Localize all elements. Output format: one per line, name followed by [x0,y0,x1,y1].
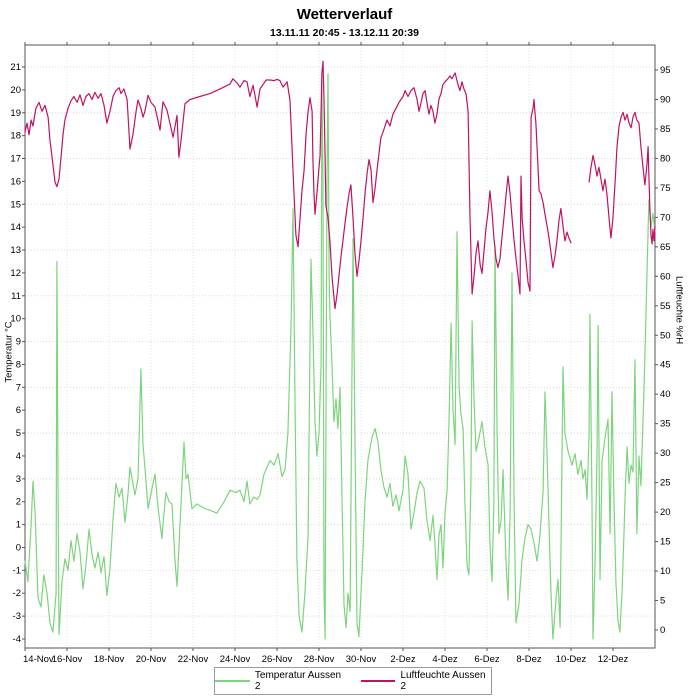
humidity-series-line [24,60,572,310]
x-axis-tick-label: 4-Dez [432,654,458,665]
x-axis-tick-label: 28-Nov [304,654,335,665]
humidity-series-line [588,111,656,245]
right-axis-tick-label: 40 [660,389,671,400]
legend: Temperatur Aussen 2 Luftfeuchte Aussen 2 [214,667,492,695]
left-axis-tick-label: -3 [13,611,21,622]
x-axis-tick-label: 26-Nov [262,654,293,665]
right-axis-tick-label: 15 [660,537,671,548]
left-axis-tick-label: -4 [13,634,21,645]
x-axis-tick-label: 6-Dez [474,654,500,665]
x-axis-tick-label: 12-Dez [598,654,629,665]
left-axis-tick-label: 11 [11,291,21,302]
right-axis-tick-label: 60 [660,271,671,282]
legend-label-humidity: Luftfeuchte Aussen 2 [400,670,486,692]
x-axis-tick-label: 22-Nov [178,654,209,665]
left-axis-tick-label: 2 [16,497,21,508]
left-axis-tick-label: 1 [16,520,21,531]
x-axis-tick-label: 8-Dez [516,654,542,665]
right-axis-tick-label: 90 [660,94,671,105]
left-axis-tick-label: 15 [10,199,21,210]
right-axis-tick-label: 95 [660,65,671,76]
left-axis-tick-label: 3 [16,474,21,485]
left-axis-tick-label: 21 [10,62,21,73]
left-axis-tick-label: -2 [13,588,21,599]
right-axis-tick-label: 30 [660,448,671,459]
left-axis-tick-label: 7 [16,382,21,393]
x-axis-tick-label: 14-Nov [23,654,54,665]
left-axis-tick-label: 12 [10,268,21,279]
right-axis-tick-label: 5 [660,596,665,607]
humidity-line-swatch [360,680,396,682]
left-axis-tick-label: 8 [16,359,21,370]
x-axis-tick-label: 30-Nov [346,654,377,665]
left-axis-tick-label: 19 [10,108,21,119]
x-axis-tick-label: 20-Nov [136,654,167,665]
legend-item-temperature: Temperatur Aussen 2 [215,670,347,692]
right-axis-tick-label: 0 [660,625,665,636]
right-axis-tick-label: 10 [660,566,671,577]
left-axis-tick-label: 10 [10,314,21,325]
temperature-line-swatch [215,680,250,682]
right-axis-tick-label: 35 [660,419,671,430]
right-axis-tick-label: 20 [660,507,671,518]
chart-subtitle: 13.11.11 20:45 - 13.12.11 20:39 [270,27,419,39]
left-axis-tick-label: 20 [10,85,21,96]
right-axis-tick-label: 70 [660,212,671,223]
left-axis-tick-label: 0 [16,542,21,553]
right-axis-tick-label: 85 [660,124,671,135]
plot-frame [24,44,656,649]
chart-title: Wetterverlauf [296,6,393,23]
left-axis-tick-label: 16 [10,176,21,187]
right-axis-tick-label: 55 [660,301,671,312]
right-axis-tick-label: 80 [660,153,671,164]
left-axis-tick-label: 17 [10,154,21,165]
left-axis-tick-label: 6 [16,405,21,416]
x-axis-tick-label: 16-Nov [52,654,83,665]
legend-item-humidity: Luftfeuchte Aussen 2 [360,670,491,692]
left-axis-tick-label: 13 [10,245,21,256]
right-axis-tick-label: 65 [660,242,671,253]
legend-label-temperature: Temperatur Aussen 2 [254,670,342,692]
left-axis-tick-label: 18 [10,131,21,142]
left-axis-tick-label: -1 [13,565,21,576]
x-axis-tick-label: 18-Nov [94,654,125,665]
left-axis-tick-label: 5 [16,428,21,439]
left-axis-tick-label: 14 [10,222,21,233]
right-axis-tick-label: 45 [660,360,671,371]
left-axis-tick-label: 4 [16,451,21,462]
x-axis-tick-label: 2-Dez [390,654,416,665]
right-axis-tick-label: 75 [660,183,671,194]
x-axis-tick-label: 24-Nov [220,654,251,665]
right-axis-tick-label: 50 [660,330,671,341]
right-axis-tick-label: 25 [660,478,671,489]
left-axis-tick-label: 9 [16,337,21,348]
x-axis-tick-label: 10-Dez [556,654,587,665]
temperature-series-line [24,73,656,640]
